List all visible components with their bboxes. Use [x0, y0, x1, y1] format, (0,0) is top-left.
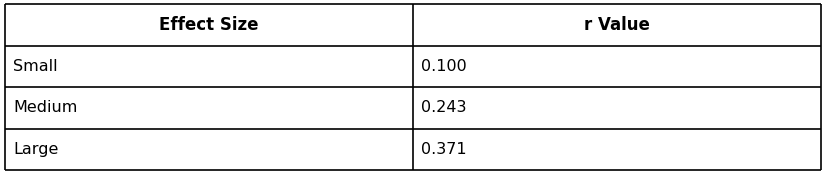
Text: Medium: Medium	[13, 100, 78, 115]
Text: Large: Large	[13, 142, 59, 157]
Text: Effect Size: Effect Size	[159, 16, 259, 34]
Text: Small: Small	[13, 59, 58, 74]
Text: 0.371: 0.371	[421, 142, 467, 157]
Text: r Value: r Value	[584, 16, 650, 34]
Text: 0.100: 0.100	[421, 59, 467, 74]
Text: 0.243: 0.243	[421, 100, 467, 115]
